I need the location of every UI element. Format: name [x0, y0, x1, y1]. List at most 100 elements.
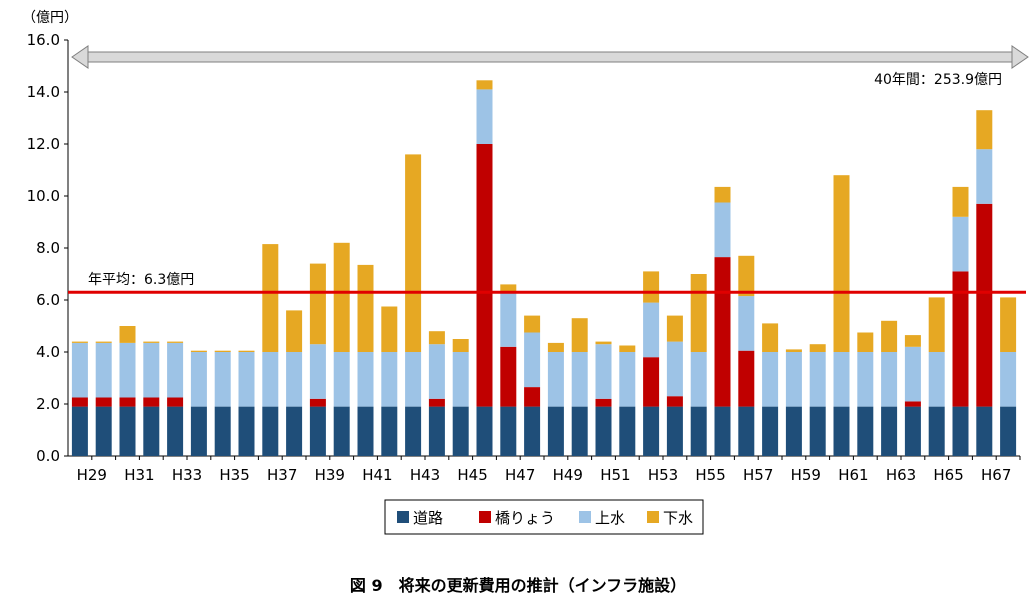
bar-segment-H38: [286, 406, 303, 456]
bar-segment-H51: [595, 398, 612, 407]
bar-segment-H42: [381, 406, 398, 456]
bar-segment-H44: [428, 344, 445, 399]
y-tick-label: 10.0: [27, 187, 60, 205]
bar-segment-H36: [238, 352, 255, 407]
bar-segment-H33: [167, 397, 184, 407]
bar-segment-H48: [524, 315, 541, 333]
bar-segment-H33: [167, 341, 184, 343]
bar-segment-H45: [452, 339, 469, 352]
x-tick-label: H33: [172, 466, 202, 484]
bar-segment-H34: [190, 350, 207, 352]
bar-segment-H39: [309, 344, 326, 399]
figure-caption: 図 9 将来の更新費用の推計（インフラ施設）: [349, 576, 687, 595]
bar-segment-H36: [238, 406, 255, 456]
x-tick-label: H63: [886, 466, 916, 484]
bar-segment-H48: [524, 406, 541, 456]
bar-segment-H67: [976, 406, 993, 456]
bar-segment-H65: [928, 406, 945, 456]
bar-segment-H30: [95, 397, 112, 407]
x-tick-label: H49: [553, 466, 583, 484]
bar-segment-H31: [119, 397, 136, 407]
bar-segment-H35: [214, 352, 231, 407]
bar-segment-H53: [643, 302, 660, 358]
bar-segment-H47: [500, 346, 517, 407]
bar-segment-H65: [928, 352, 945, 407]
bar-segment-H61: [833, 406, 850, 456]
bar-segment-H68: [1000, 406, 1017, 456]
bar-segment-H40: [333, 352, 350, 407]
bar-segment-H57: [738, 350, 755, 407]
span-arrow-head-right: [1011, 45, 1029, 69]
bar-segment-H46: [476, 89, 493, 144]
bar-segment-H55: [690, 352, 707, 407]
bar-segment-H54: [666, 341, 683, 397]
y-tick-label: 6.0: [36, 291, 60, 309]
bar-segment-H42: [381, 306, 398, 352]
x-tick-label: H29: [77, 466, 107, 484]
bar-segment-H64: [904, 335, 921, 347]
bar-segment-H67: [976, 149, 993, 204]
x-tick-label: H61: [838, 466, 868, 484]
bar-segment-H48: [524, 387, 541, 407]
x-tick-label: H39: [315, 466, 345, 484]
bar-segment-H68: [1000, 297, 1017, 352]
bar-segment-H57: [738, 296, 755, 351]
y-tick-label: 8.0: [36, 239, 60, 257]
x-tick-label: H67: [981, 466, 1011, 484]
bar-segment-H32: [143, 397, 160, 407]
bar-segment-H56: [714, 186, 731, 203]
bar-segment-H33: [167, 406, 184, 456]
bar-segment-H44: [428, 331, 445, 345]
legend-label-橋りょう: 橋りょう: [495, 509, 555, 527]
bar-segment-H48: [524, 332, 541, 388]
x-tick-label: H57: [743, 466, 773, 484]
bar-segment-H66: [952, 186, 969, 217]
bar-segment-H58: [762, 323, 779, 352]
bar-segment-H31: [119, 342, 136, 398]
bar-segment-H46: [476, 406, 493, 456]
bar-segment-H39: [309, 406, 326, 456]
bar-segment-H54: [666, 406, 683, 456]
bar-segment-H56: [714, 257, 731, 407]
y-tick-label: 2.0: [36, 395, 60, 413]
bar-segment-H50: [571, 406, 588, 456]
bar-segment-H62: [857, 406, 874, 456]
bar-segment-H58: [762, 406, 779, 456]
bar-segment-H37: [262, 352, 279, 407]
x-tick-label: H59: [791, 466, 821, 484]
bar-segment-H37: [262, 244, 279, 352]
bar-segment-H42: [381, 352, 398, 407]
bar-segment-H60: [809, 352, 826, 407]
bar-segment-H55: [690, 274, 707, 352]
bar-segment-H67: [976, 203, 993, 407]
bar-segment-H35: [214, 406, 231, 456]
average-line-label: 年平均：6.3億円: [88, 272, 194, 288]
bar-segment-H61: [833, 352, 850, 407]
bar-segment-H44: [428, 406, 445, 456]
bar-segment-H49: [547, 406, 564, 456]
bar-segment-H43: [405, 352, 422, 407]
bar-segment-H52: [619, 352, 636, 407]
bar-segment-H40: [333, 406, 350, 456]
y-unit-label: （億円）: [22, 10, 78, 26]
bar-segment-H45: [452, 406, 469, 456]
bar-segment-H30: [95, 406, 112, 456]
span-arrow-label: 40年間：253.9億円: [874, 72, 1002, 88]
bar-segment-H40: [333, 242, 350, 352]
bar-segment-H32: [143, 342, 160, 398]
bar-segment-H56: [714, 202, 731, 258]
bar-segment-H66: [952, 216, 969, 272]
bar-segment-H59: [785, 406, 802, 456]
bar-segment-H54: [666, 396, 683, 407]
bar-segment-H45: [452, 352, 469, 407]
bar-segment-H29: [71, 406, 88, 456]
bar-segment-H34: [190, 352, 207, 407]
bar-segment-H41: [357, 264, 374, 352]
bar-segment-H34: [190, 406, 207, 456]
bar-segment-H63: [881, 352, 898, 407]
legend-swatch-道路: [397, 511, 409, 523]
legend-swatch-橋りょう: [479, 511, 491, 523]
x-tick-label: H65: [933, 466, 963, 484]
bar-segment-H66: [952, 406, 969, 456]
bar-segment-H30: [95, 341, 112, 343]
